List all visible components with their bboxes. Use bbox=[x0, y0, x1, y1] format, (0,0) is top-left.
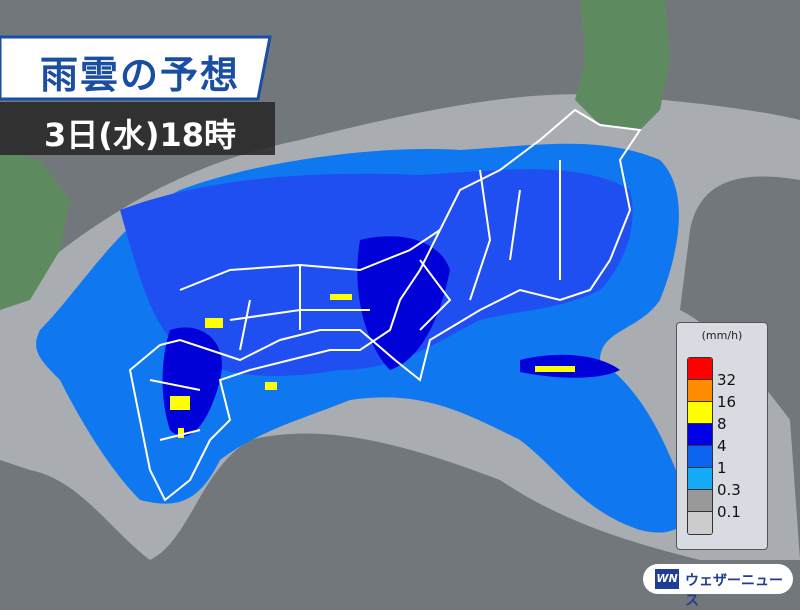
rain-heavy-spots bbox=[170, 294, 575, 438]
legend-label: 1 bbox=[717, 459, 727, 477]
land-west bbox=[0, 150, 70, 310]
title-banner bbox=[0, 35, 272, 101]
legend-label: 16 bbox=[717, 393, 737, 411]
weathernews-logo: WN ウェザーニュース bbox=[643, 564, 793, 609]
legend-label: 32 bbox=[717, 371, 737, 389]
legend-swatch bbox=[688, 490, 712, 512]
forecast-time-banner: 3日(水)18時 bbox=[0, 102, 275, 155]
wn-logo-mark: WN bbox=[655, 569, 679, 589]
map-title: 雨雲の予想 bbox=[40, 53, 241, 97]
legend-unit: (mm/h) bbox=[701, 329, 743, 342]
legend-label: 8 bbox=[717, 415, 727, 433]
legend-color-bar bbox=[687, 357, 713, 535]
rain-area-heavy bbox=[162, 236, 620, 437]
legend-swatch bbox=[688, 358, 712, 380]
legend-swatch bbox=[688, 512, 712, 534]
legend-label: 0.1 bbox=[717, 503, 741, 521]
legend-swatch bbox=[688, 446, 712, 468]
forecast-time: 3日(水)18時 bbox=[44, 116, 237, 154]
legend-swatch bbox=[688, 380, 712, 402]
precipitation-legend: (mm/h) 32 16 8 4 1 0.3 0.1 bbox=[676, 322, 768, 550]
prefecture-borders bbox=[128, 108, 642, 502]
legend-label: 0.3 bbox=[717, 481, 741, 499]
title-banner-shape bbox=[0, 35, 272, 101]
legend-swatch bbox=[688, 424, 712, 446]
legend-swatch bbox=[688, 402, 712, 424]
legend-label: 4 bbox=[717, 437, 727, 455]
brand-name: ウェザーニュース bbox=[685, 573, 783, 609]
legend-swatch bbox=[688, 468, 712, 490]
land-tohoku bbox=[575, 0, 670, 130]
